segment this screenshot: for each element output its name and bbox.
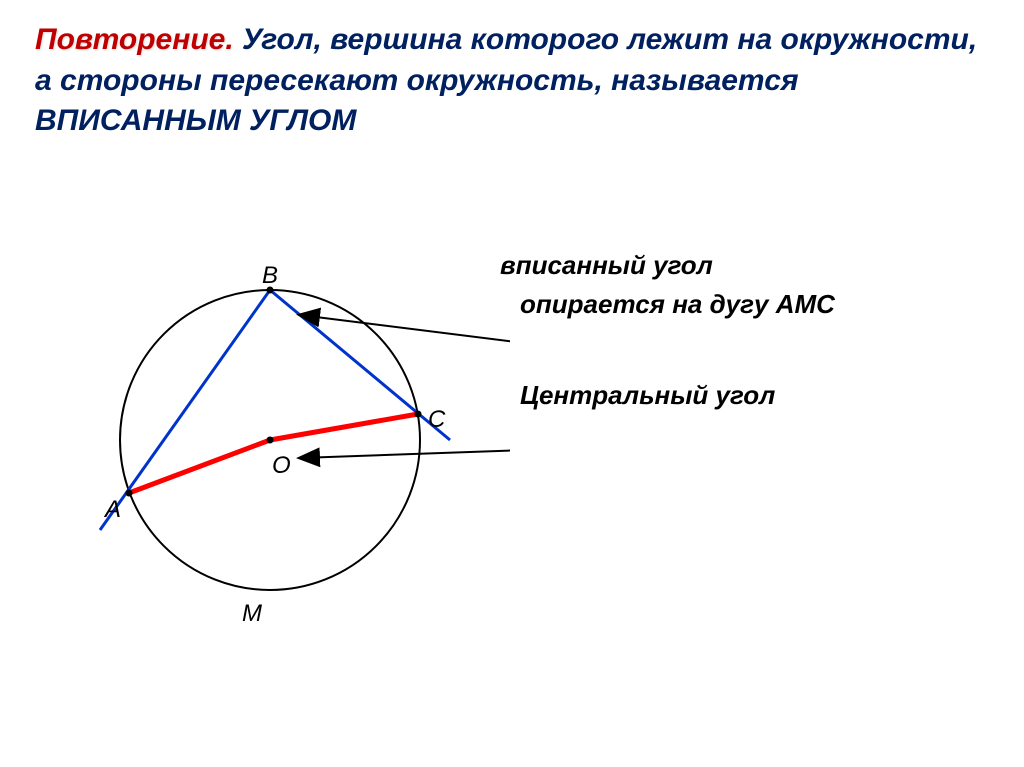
label-A: A xyxy=(105,496,121,524)
label-M: M xyxy=(242,600,262,628)
side-annotations: вписанный угол опирается на дугу АМС Цен… xyxy=(500,250,980,419)
diagram: B A C O M xyxy=(30,180,510,660)
label-B: B xyxy=(262,262,278,290)
label-C: C xyxy=(428,406,445,434)
heading-prefix: Повторение. xyxy=(35,23,234,56)
central-angle-label: Центральный угол xyxy=(500,380,980,411)
inscribed-angle-desc: опирается на дугу АМС xyxy=(500,289,980,320)
heading: Повторение. Угол, вершина которого лежит… xyxy=(35,20,994,142)
inscribed-angle-label: вписанный угол xyxy=(500,250,980,281)
label-O: O xyxy=(272,452,291,480)
